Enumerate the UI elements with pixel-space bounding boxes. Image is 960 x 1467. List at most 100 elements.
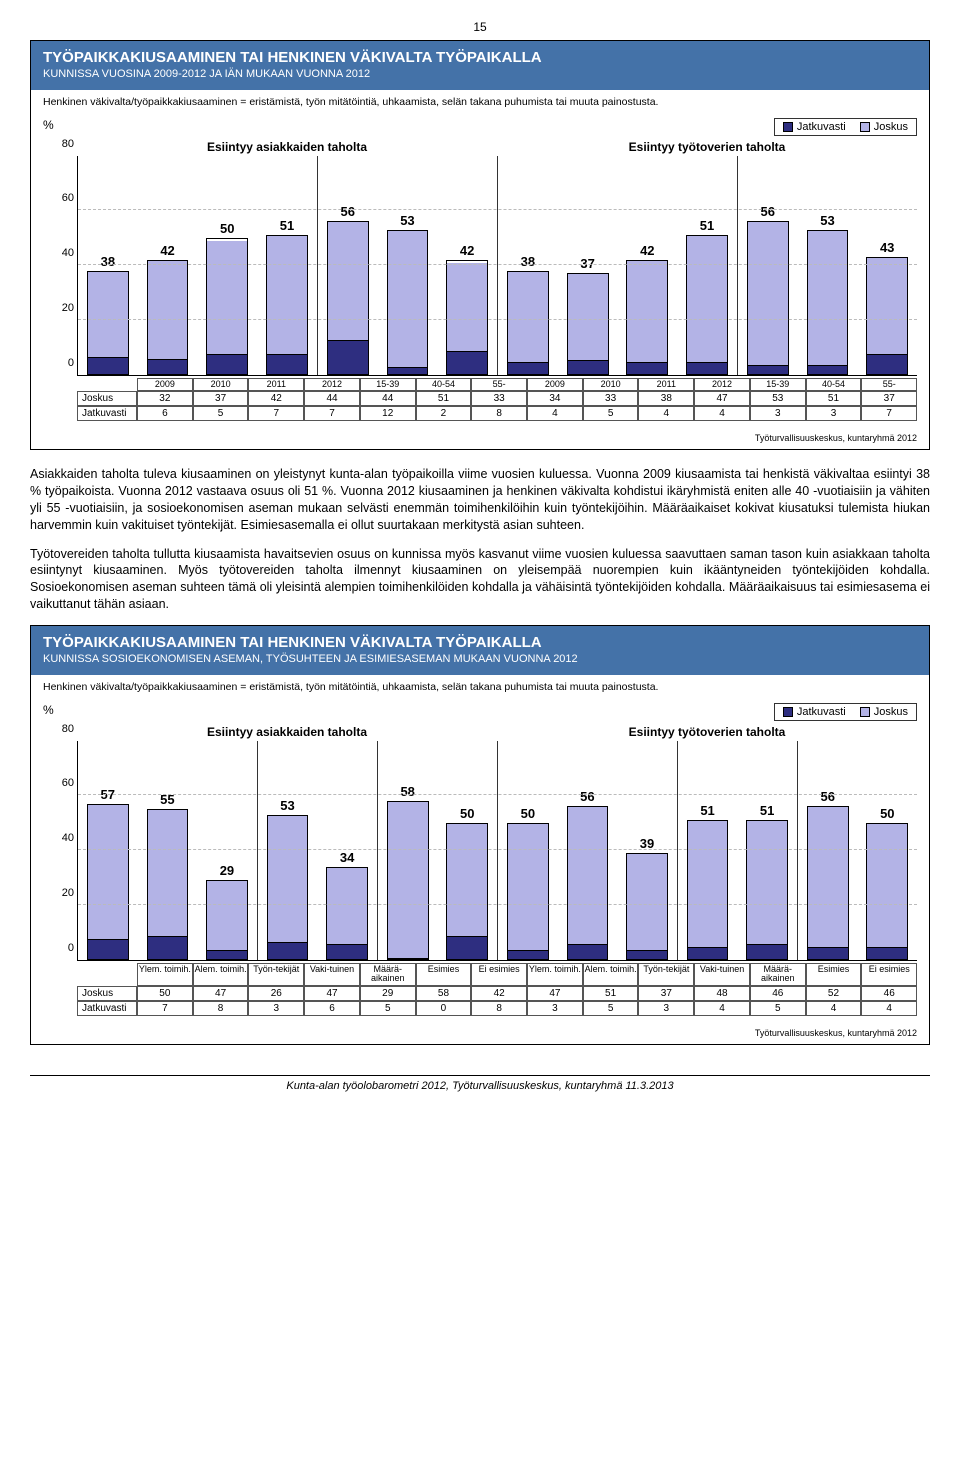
chart2-body: % Jatkuvasti Joskus Esiintyy asiakkaiden… — [31, 699, 929, 1024]
bar: 38 — [507, 271, 549, 375]
bar-value-label: 51 — [760, 803, 774, 818]
bar: 56 — [747, 221, 789, 374]
bar-segment-joskus — [388, 802, 428, 959]
table-cell: 4 — [694, 406, 750, 421]
table-cell: 5 — [583, 406, 639, 421]
paragraph-2: Työtovereiden taholta tullutta kiusaamis… — [30, 546, 930, 614]
y-tick: 60 — [48, 777, 74, 789]
bar-segment-joskus — [88, 272, 128, 358]
table-cell: 4 — [694, 1001, 750, 1016]
table-cell: 34 — [527, 391, 583, 406]
chart1-subtitle: KUNNISSA VUOSINA 2009-2012 JA IÄN MUKAAN… — [43, 68, 917, 80]
bar: 42 — [446, 260, 488, 375]
bar-segment-jatkuvasti — [867, 355, 907, 373]
table-cell: 26 — [248, 986, 304, 1001]
table-cell: 7 — [861, 406, 917, 421]
chart2-legend: Jatkuvasti Joskus — [774, 703, 917, 721]
table-cell: 6 — [137, 406, 193, 421]
bar-segment-jatkuvasti — [88, 358, 128, 374]
category-label: 55- — [861, 378, 917, 391]
bar: 50 — [206, 238, 248, 375]
bar-segment-jatkuvasti — [808, 366, 848, 374]
bar-segment-jatkuvasti — [207, 355, 247, 374]
bar: 56 — [567, 806, 609, 959]
bar-value-label: 42 — [460, 243, 474, 258]
table-cell: 51 — [583, 986, 639, 1001]
bar: 51 — [686, 235, 728, 375]
bar-segment-joskus — [447, 824, 487, 937]
category-label: Vaki-tuinen — [304, 963, 360, 986]
table-cell: 8 — [193, 1001, 249, 1016]
chart2-header: TYÖPAIKKAKIUSAAMINEN TAI HENKINEN VÄKIVA… — [31, 626, 929, 675]
y-tick: 80 — [48, 723, 74, 735]
table-cell: 38 — [638, 391, 694, 406]
category-label: 2010 — [583, 378, 639, 391]
chart2-footer: Työturvallisuuskeskus, kuntaryhmä 2012 — [31, 1024, 929, 1044]
bar: 42 — [147, 260, 189, 375]
chart2-note: Henkinen väkivalta/työpaikkakiusaaminen … — [31, 675, 929, 699]
bar-segment-jatkuvasti — [748, 366, 788, 374]
table-cell: 37 — [861, 391, 917, 406]
bar-segment-joskus — [688, 821, 728, 948]
bar-segment-jatkuvasti — [268, 943, 308, 959]
bar-value-label: 29 — [220, 863, 234, 878]
bar: 58 — [387, 801, 429, 960]
bar-segment-joskus — [748, 222, 788, 365]
table-cell: 32 — [137, 391, 193, 406]
bar-group: 50 — [437, 741, 497, 960]
bar-segment-joskus — [687, 236, 727, 363]
table-cell: 5 — [583, 1001, 639, 1016]
table-cell: 7 — [248, 406, 304, 421]
row-label-joskus: Joskus — [77, 986, 137, 1001]
bar: 53 — [267, 815, 309, 960]
bar: 37 — [567, 273, 609, 374]
legend-swatch-joskus — [860, 707, 870, 717]
bar-segment-joskus — [568, 274, 608, 360]
category-label: Vaki-tuinen — [694, 963, 750, 986]
table-cell: 42 — [248, 391, 304, 406]
category-label: Ei esimies — [861, 963, 917, 986]
category-label: Työn-tekijät — [638, 963, 694, 986]
bar: 39 — [626, 853, 668, 960]
bar-value-label: 50 — [521, 806, 535, 821]
category-label: 2009 — [527, 378, 583, 391]
bar-segment-joskus — [747, 821, 787, 945]
bar-group: 29 — [197, 741, 257, 960]
table-cell: 37 — [193, 391, 249, 406]
bar-group: 39 — [617, 741, 677, 960]
bar-segment-joskus — [867, 824, 907, 948]
bar: 55 — [147, 809, 189, 960]
bar-group: 51 — [677, 741, 738, 960]
bar-group: 37 — [558, 156, 618, 375]
chart1-section-b: Esiintyy työtoverien taholta — [497, 140, 917, 154]
bar-group: 58 — [377, 741, 438, 960]
category-label: 2012 — [304, 378, 360, 391]
bar-value-label: 53 — [820, 213, 834, 228]
bar-group: 38 — [78, 156, 138, 375]
row-label-joskus: Joskus — [77, 391, 137, 406]
legend-label-jatkuvasti: Jatkuvasti — [797, 706, 846, 718]
bar-group: 53 — [378, 156, 438, 375]
bar-segment-joskus — [148, 261, 188, 361]
bar-value-label: 56 — [340, 204, 354, 219]
bar: 51 — [266, 235, 308, 375]
table-cell: 42 — [471, 986, 527, 1001]
category-label: 40-54 — [806, 378, 862, 391]
chart2-section-b: Esiintyy työtoverien taholta — [497, 725, 917, 739]
table-cell: 46 — [750, 986, 806, 1001]
bar-segment-jatkuvasti — [388, 368, 428, 373]
chart1-legend: Jatkuvasti Joskus — [774, 118, 917, 136]
table-cell: 47 — [527, 986, 583, 1001]
chart2-table: Ylem. toimih.Alem. toimih.Työn-tekijätVa… — [77, 963, 917, 1016]
table-cell: 52 — [806, 986, 862, 1001]
bar-value-label: 38 — [101, 254, 115, 269]
bar-group: 53 — [257, 741, 318, 960]
category-label: Esimies — [806, 963, 862, 986]
bar-value-label: 38 — [521, 254, 535, 269]
y-tick: 40 — [48, 832, 74, 844]
category-label: 2010 — [193, 378, 249, 391]
bar-group: 43 — [857, 156, 917, 375]
table-cell: 50 — [137, 986, 193, 1001]
table-cell: 3 — [527, 1001, 583, 1016]
bar-segment-jatkuvasti — [747, 945, 787, 958]
